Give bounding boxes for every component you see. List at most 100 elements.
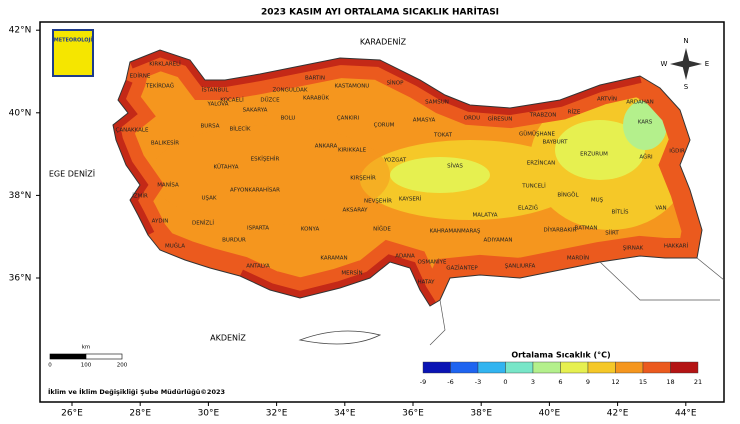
- lon-tick-label: 38°E: [470, 409, 492, 419]
- province-label: ŞANLIURFA: [505, 264, 536, 270]
- province-label: AĞRI: [639, 154, 653, 161]
- province-label: GAZİANTEP: [446, 265, 478, 272]
- province-label: DENİZLİ: [192, 220, 214, 227]
- province-label: AMASYA: [413, 118, 436, 124]
- province-label: BAYBURT: [542, 140, 568, 146]
- province-label: GÜMÜŞHANE: [519, 131, 556, 138]
- province-label: TOKAT: [433, 133, 453, 139]
- province-label: NEVŞEHİR: [364, 198, 392, 205]
- scale-label: 200: [117, 363, 128, 369]
- province-label: BURDUR: [222, 238, 246, 244]
- province-label: MUŞ: [591, 198, 604, 204]
- colorbar-tick-label: 6: [558, 378, 562, 386]
- province-label: EDİRNE: [130, 73, 151, 80]
- colorbar-bin: [615, 361, 644, 374]
- lat-tick-label: 38°N: [9, 191, 32, 201]
- province-label: ŞIRNAK: [623, 246, 644, 252]
- colorbar-tick-label: 21: [694, 378, 702, 386]
- province-label: BARTIN: [305, 76, 325, 82]
- colorbar-tick-label: -6: [447, 378, 453, 386]
- province-label: KOCAELİ: [220, 97, 244, 104]
- province-label: KÜTAHYA: [213, 164, 238, 171]
- lon-tick-label: 40°E: [539, 409, 561, 419]
- province-label: ELAZIĞ: [518, 205, 538, 212]
- province-label: ADIYAMAN: [484, 238, 513, 244]
- province-label: KARABÜK: [303, 95, 329, 102]
- province-label: BURSA: [201, 124, 220, 130]
- province-label: KONYA: [301, 227, 320, 233]
- province-label: BİLECİK: [229, 126, 250, 133]
- province-label: ANTALYA: [246, 264, 270, 270]
- colorbar-tick-label: 18: [666, 378, 674, 386]
- province-label: RİZE: [568, 109, 581, 116]
- colorbar-tick-label: 15: [639, 378, 647, 386]
- lat-tick-label: 42°N: [9, 26, 32, 36]
- province-label: AYDIN: [152, 219, 169, 225]
- province-label: BOLU: [281, 116, 296, 122]
- colorbar-bin: [560, 361, 589, 374]
- province-label: IĞDIR: [669, 148, 685, 155]
- colorbar-tick-label: 12: [611, 378, 619, 386]
- province-label: ÇANAKKALE: [116, 128, 149, 134]
- province-label: SİVAS: [447, 163, 463, 170]
- province-label: KIRIKKALE: [338, 148, 367, 154]
- province-label: MANİSA: [157, 182, 179, 189]
- lon-tick-label: 26°E: [61, 409, 83, 419]
- colorbar-tick-label: 9: [586, 378, 590, 386]
- colorbar-bin: [505, 361, 534, 374]
- footer: İklim ve İklim Değişikliği Şube Müdürlüğ…: [48, 387, 225, 396]
- lon-tick-label: 34°E: [334, 409, 356, 419]
- province-label: ADANA: [395, 254, 415, 260]
- province-label: YOZGAT: [383, 158, 407, 164]
- province-label: VAN: [655, 206, 666, 212]
- country-border: [112, 49, 703, 307]
- province-label: BİNGÖL: [557, 192, 579, 199]
- province-label: ISPARTA: [247, 226, 269, 232]
- province-label: ORDU: [464, 116, 480, 122]
- sea-label: EGE DENİZİ: [49, 169, 95, 179]
- province-label: ESKİŞEHİR: [251, 156, 280, 163]
- map-title: 2023 KASIM AYI ORTALAMA SICAKLIK HARİTAS…: [261, 7, 499, 18]
- province-label: İZMİR: [132, 193, 148, 200]
- province-label: ÇANKIRI: [337, 116, 360, 122]
- colorbar-bin: [587, 361, 616, 374]
- sea-label: KARADENİZ: [360, 37, 407, 47]
- colorbar-tick-label: -9: [420, 378, 426, 386]
- compass-star: [670, 48, 702, 80]
- province-label: UŞAK: [202, 196, 217, 202]
- lon-tick-label: 30°E: [198, 409, 220, 419]
- province-label: SAKARYA: [243, 108, 268, 114]
- province-label: MERSİN: [341, 270, 362, 277]
- province-label: SİNOP: [387, 80, 405, 87]
- field-6-9: [390, 157, 490, 193]
- province-label: SAMSUN: [425, 100, 449, 106]
- province-label: KAYSERİ: [399, 196, 422, 203]
- province-label: MARDİN: [567, 255, 589, 262]
- colorbar-tick-label: -3: [475, 378, 481, 386]
- sea-label: AKDENİZ: [210, 333, 246, 343]
- province-label: AFYONKARAHİSAR: [230, 187, 280, 194]
- province-label: KIRKLARELİ: [149, 61, 181, 68]
- lon-tick-label: 36°E: [402, 409, 424, 419]
- province-label: OSMANİYE: [418, 259, 447, 266]
- province-label: ANKARA: [315, 144, 338, 150]
- province-label: DİYARBAKIR: [544, 227, 577, 234]
- province-label: HATAY: [417, 280, 435, 286]
- lon-tick-label: 28°E: [129, 409, 151, 419]
- neighbor-border: [429, 257, 725, 346]
- province-label: İSTANBUL: [202, 87, 230, 94]
- province-label: KARAMAN: [320, 256, 347, 262]
- province-label: GİRESUN: [488, 116, 513, 123]
- province-label: KARS: [638, 120, 653, 126]
- colorbar-bin: [670, 361, 699, 374]
- province-label: ÇORUM: [374, 123, 395, 129]
- province-label: KIRŞEHİR: [350, 175, 376, 182]
- lat-tick-label: 40°N: [9, 108, 32, 118]
- colorbar-bin: [450, 361, 479, 374]
- province-label: TEKİRDAĞ: [145, 83, 174, 90]
- province-label: NİĞDE: [373, 226, 391, 233]
- scale-segment: [85, 353, 123, 360]
- province-label: DÜZCE: [260, 97, 280, 104]
- compass-letter: S: [684, 83, 689, 91]
